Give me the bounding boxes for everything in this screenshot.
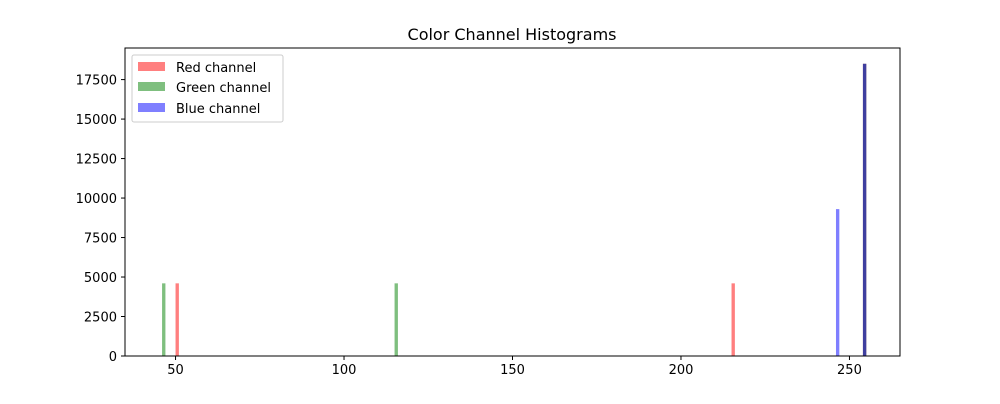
y-tick-label: 2500 — [84, 311, 117, 326]
legend: Red channel Green channel Blue channel — [131, 54, 284, 123]
bar-red-1 — [731, 283, 735, 356]
chart-title: Color Channel Histograms — [408, 25, 617, 44]
bar-blue-0 — [835, 209, 840, 356]
y-tick-label: 7500 — [84, 232, 117, 247]
x-tick-label: 50 — [167, 363, 184, 378]
legend-label-blue: Blue channel — [176, 102, 260, 117]
y-tick-label: 15000 — [76, 113, 117, 128]
y-tick-label: 5000 — [84, 271, 117, 286]
y-axis: 0 2500 5000 7500 10000 12500 15000 17500 — [76, 74, 125, 365]
x-tick-label: 250 — [837, 363, 862, 378]
x-tick-label: 200 — [669, 363, 694, 378]
bar-red-0 — [175, 283, 179, 356]
x-tick-label: 100 — [332, 363, 357, 378]
x-axis: 50 100 150 200 250 — [167, 356, 862, 378]
bars-layer — [162, 63, 867, 357]
bar-blue-1 — [862, 63, 867, 357]
bar-green-0 — [162, 283, 166, 356]
legend-swatch-red — [138, 62, 165, 71]
legend-frame — [131, 54, 284, 123]
y-tick-label: 0 — [109, 350, 117, 365]
y-tick-label: 17500 — [76, 74, 117, 89]
legend-label-green: Green channel — [176, 81, 271, 96]
x-tick-label: 150 — [500, 363, 525, 378]
y-tick-label: 10000 — [76, 192, 117, 207]
bar-green-1 — [394, 283, 398, 356]
legend-swatch-blue — [138, 103, 165, 112]
legend-label-red: Red channel — [176, 61, 256, 76]
y-tick-label: 12500 — [76, 153, 117, 168]
legend-swatch-green — [138, 82, 165, 91]
